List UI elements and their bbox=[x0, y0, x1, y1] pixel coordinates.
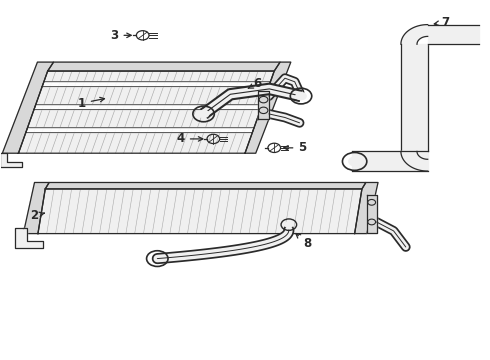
Polygon shape bbox=[245, 62, 291, 153]
Polygon shape bbox=[428, 24, 479, 44]
Polygon shape bbox=[258, 91, 269, 119]
Text: 1: 1 bbox=[78, 97, 104, 110]
Polygon shape bbox=[355, 183, 378, 234]
Circle shape bbox=[198, 110, 209, 118]
Polygon shape bbox=[48, 62, 280, 71]
Circle shape bbox=[285, 222, 293, 228]
Polygon shape bbox=[2, 62, 53, 153]
Polygon shape bbox=[401, 152, 428, 171]
Text: 8: 8 bbox=[296, 234, 312, 250]
Text: 6: 6 bbox=[248, 77, 262, 90]
Polygon shape bbox=[401, 24, 428, 44]
Polygon shape bbox=[42, 82, 270, 87]
Polygon shape bbox=[15, 228, 43, 248]
Polygon shape bbox=[38, 189, 362, 234]
Circle shape bbox=[295, 92, 307, 100]
Polygon shape bbox=[34, 105, 262, 110]
Text: 2: 2 bbox=[30, 209, 44, 222]
Text: 4: 4 bbox=[176, 132, 203, 145]
Polygon shape bbox=[45, 183, 366, 189]
Polygon shape bbox=[0, 153, 22, 167]
Polygon shape bbox=[352, 152, 428, 171]
Text: 5: 5 bbox=[284, 141, 307, 154]
Polygon shape bbox=[401, 44, 428, 152]
Circle shape bbox=[349, 157, 361, 166]
Polygon shape bbox=[26, 128, 254, 133]
Polygon shape bbox=[367, 195, 376, 233]
Polygon shape bbox=[24, 183, 49, 234]
Text: 7: 7 bbox=[434, 15, 450, 28]
Text: 3: 3 bbox=[110, 29, 131, 42]
Polygon shape bbox=[19, 71, 274, 153]
